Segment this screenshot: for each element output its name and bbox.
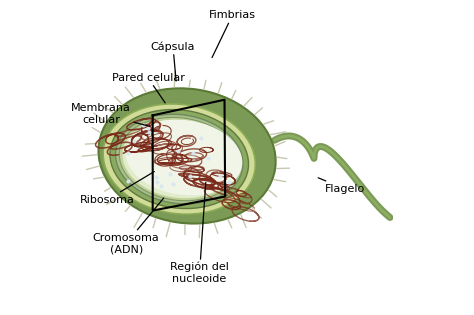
Text: Ribosoma: Ribosoma [80,172,154,205]
Text: Fimbrias: Fimbrias [209,10,256,58]
Text: Membrana
celular: Membrana celular [71,103,150,126]
Text: Pared celular: Pared celular [111,73,184,103]
Ellipse shape [103,104,255,214]
Text: Cápsula: Cápsula [151,41,195,81]
Ellipse shape [99,88,276,224]
Text: Cromosoma
(ADN): Cromosoma (ADN) [93,198,164,254]
Ellipse shape [122,120,236,198]
Ellipse shape [126,120,242,195]
Ellipse shape [119,117,239,201]
Ellipse shape [116,114,243,204]
Ellipse shape [110,110,248,209]
Text: Flagelo: Flagelo [318,178,365,194]
Text: Región del
nucleoide: Región del nucleoide [170,182,229,284]
